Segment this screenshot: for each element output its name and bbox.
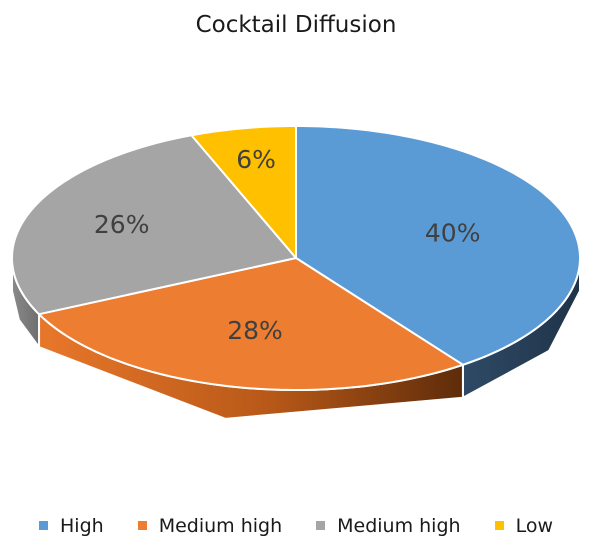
slice-value-label: 26% <box>94 210 150 239</box>
legend-label: Low <box>515 514 553 537</box>
legend-item: High <box>39 515 104 537</box>
chart-title: Cocktail Diffusion <box>195 12 397 38</box>
legend-item: Low <box>494 514 553 537</box>
pie-slice-medium-high-1 <box>38 257 464 391</box>
legend-label: High <box>60 514 104 537</box>
legend-swatch <box>316 521 326 530</box>
legend-swatch <box>494 521 504 530</box>
legend-label: Medium high <box>158 514 283 537</box>
slice-value-label: 28% <box>227 316 283 345</box>
slice-value-label: 40% <box>425 218 481 247</box>
legend: High Medium high Medium high Low <box>0 512 592 539</box>
legend-swatch <box>39 521 49 530</box>
legend-swatch <box>137 521 147 530</box>
pie-slice-medium-high-2 <box>11 134 297 316</box>
pie-slice-low-3 <box>190 125 297 259</box>
slice-value-label: 6% <box>236 145 276 174</box>
legend-item: Medium high <box>137 514 283 537</box>
legend-label: Medium high <box>337 514 461 537</box>
pie-slice-high-0 <box>295 125 581 366</box>
legend-item: Medium high <box>316 514 461 537</box>
